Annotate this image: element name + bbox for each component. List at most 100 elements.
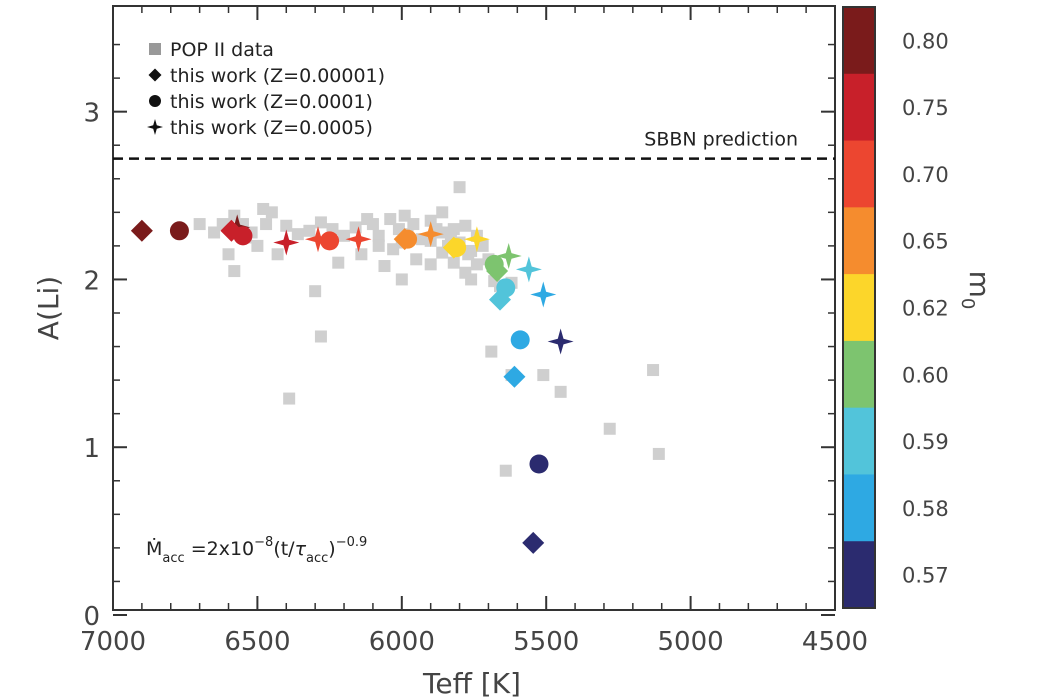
y-tick-label: 2 xyxy=(83,266,100,296)
legend: POP II data this work (Z=0.00001) this wor… xyxy=(147,39,385,139)
colorbar-level-label: 0.65 xyxy=(902,230,949,254)
colorbar-segment xyxy=(843,340,875,409)
colorbar-segment xyxy=(843,474,875,542)
colorbar-level-label: 0.60 xyxy=(902,363,949,387)
z0005-star-point xyxy=(495,243,522,269)
colorbar-segment xyxy=(843,207,875,275)
plot-frame xyxy=(112,5,836,611)
x-tick-label: 4500 xyxy=(802,627,868,657)
pop2-point xyxy=(453,181,466,194)
pop2-point xyxy=(355,248,368,261)
colorbar-level-label: 0.70 xyxy=(902,163,949,187)
pop2-point xyxy=(652,447,665,460)
y-tick-label: 3 xyxy=(83,99,100,129)
pop2-point xyxy=(476,239,489,252)
z00001-diamond-point xyxy=(503,365,526,388)
formula-tau: τ xyxy=(295,538,307,560)
formula-close: ) xyxy=(328,538,335,560)
y-axis-label: A(Li) xyxy=(32,276,65,340)
z00001-diamond-point xyxy=(488,288,511,311)
pop2-point xyxy=(260,218,273,231)
z0005-star-point xyxy=(417,221,444,248)
pop2-point xyxy=(465,273,478,286)
formula-exp2: −0.9 xyxy=(336,535,368,550)
z00001-diamond-point xyxy=(220,219,243,242)
z0001-circle-point xyxy=(320,231,340,251)
legend-entry-label: this work (Z=0.00001) xyxy=(170,65,385,87)
pop2-point xyxy=(459,219,472,232)
pop2-point xyxy=(554,385,567,398)
colorbar-level-label: 0.59 xyxy=(902,430,949,454)
pop2-point xyxy=(309,285,322,298)
colorbar-segment xyxy=(843,7,875,75)
colorbar-level-label: 0.75 xyxy=(902,96,949,120)
colorbar-segment xyxy=(843,73,875,142)
colorbar-segment xyxy=(843,407,875,475)
z0005-star-point xyxy=(463,226,490,253)
y-tick-label: 1 xyxy=(83,434,100,464)
legend-circle-icon xyxy=(149,95,161,107)
pop2-point xyxy=(378,260,391,273)
x-tick-label: 5000 xyxy=(658,627,724,657)
pop2-point xyxy=(314,330,327,343)
pop2-point xyxy=(485,345,498,358)
z0005-star-point xyxy=(273,229,300,256)
pop2-point xyxy=(193,218,206,231)
pop2-point xyxy=(372,239,385,252)
z0005-star-point xyxy=(530,281,557,308)
pop2-point xyxy=(424,258,437,271)
z0005-star-point xyxy=(547,328,574,355)
y-tick-label: 0 xyxy=(83,602,100,632)
pop2-point xyxy=(398,209,411,222)
pop2-point xyxy=(338,229,351,242)
z00001-diamond-point xyxy=(393,228,416,251)
colorbar-level-label: 0.62 xyxy=(902,297,949,321)
pop2-point xyxy=(499,464,512,477)
legend-entry-label: POP II data xyxy=(170,39,274,61)
pop2-point xyxy=(436,206,449,219)
z0005-star-point xyxy=(305,226,331,253)
legend-diamond-icon xyxy=(148,68,162,82)
z0005-star-point xyxy=(515,256,542,283)
formula-mid: =2x10 xyxy=(185,538,254,560)
pop2-point xyxy=(361,213,374,226)
legend-square-icon xyxy=(149,43,161,55)
pop2-point xyxy=(265,206,278,219)
pop2-point xyxy=(251,239,264,252)
pop2-point xyxy=(332,256,345,269)
pop2-point xyxy=(280,219,293,232)
formula-mdot: Ṁ xyxy=(146,537,162,560)
z00001-diamond-point xyxy=(522,531,545,554)
pop2-point xyxy=(372,229,385,242)
colorbar-label: m0 xyxy=(957,271,996,310)
x-tick-label: 6000 xyxy=(369,627,435,657)
colorbar-segment xyxy=(843,541,875,609)
pop2-point xyxy=(314,216,327,229)
y-axis-ticks: 0 1 2 3 xyxy=(83,43,835,632)
z00001-diamond-point xyxy=(130,219,153,242)
legend-entry-label: this work (Z=0.0005) xyxy=(170,117,373,139)
colorbar-segment xyxy=(843,140,875,208)
z0001-circle-point xyxy=(510,330,530,350)
x-axis-ticks: 7000 6500 6000 5500 5000 4500 xyxy=(80,6,868,657)
z0001-circle-point xyxy=(169,221,189,241)
pop2-point xyxy=(410,253,423,266)
pop2-point xyxy=(384,213,397,226)
x-tick-label: 7000 xyxy=(80,627,146,657)
pop2-point xyxy=(603,422,616,435)
colorbar-level-label: 0.80 xyxy=(902,29,949,53)
pop2-point xyxy=(424,214,437,227)
accretion-formula: Ṁacc =2x10−8(t/τacc)−0.9 xyxy=(146,535,367,566)
formula-mdot-sub: acc xyxy=(162,551,184,566)
colorbar-level-label: 0.57 xyxy=(902,564,949,588)
colorbar-frame xyxy=(842,6,876,609)
pop2-point xyxy=(470,258,483,271)
pop2-point xyxy=(283,392,296,405)
pop2-point xyxy=(447,256,460,269)
x-tick-label: 6500 xyxy=(224,627,290,657)
z0005-star-point xyxy=(345,226,372,253)
pop2-point xyxy=(222,248,235,261)
sbbn-label: SBBN prediction xyxy=(644,129,798,151)
z00001-series xyxy=(130,219,545,554)
